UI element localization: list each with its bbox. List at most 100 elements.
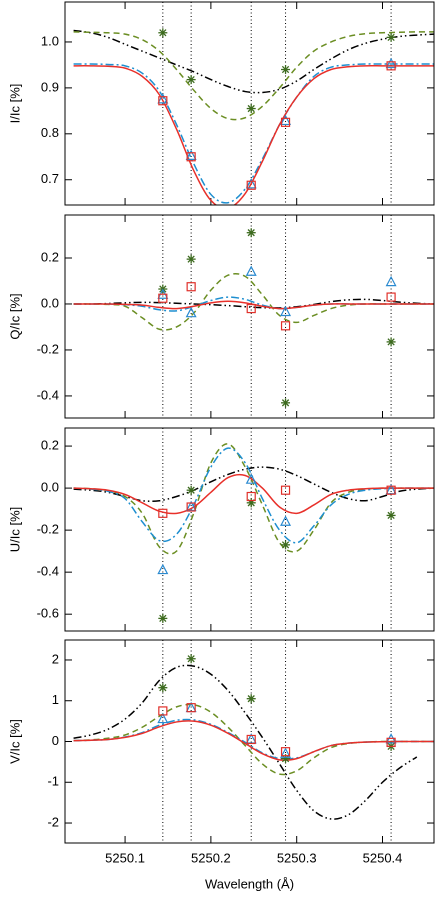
asterisk-marker (386, 510, 396, 520)
curve (73, 443, 434, 555)
y-tick-label: 0 (52, 733, 59, 748)
x-tick-label: 5250.2 (191, 850, 231, 865)
y-tick-label: 0.0 (41, 480, 59, 495)
y-tick-label: 0.0 (41, 295, 59, 310)
asterisk-marker (246, 228, 256, 238)
asterisk-stroke (187, 75, 195, 84)
triangle-marker (385, 275, 397, 287)
asterisk-marker (386, 337, 396, 347)
triangle-marker (185, 149, 197, 160)
triangle-marker (280, 114, 292, 126)
y-tick-label: -1 (47, 774, 59, 789)
square-marker (280, 747, 291, 757)
y-tick-label: -2 (47, 814, 59, 829)
y-tick-label: 0.2 (41, 438, 59, 453)
y-tick-label: 2 (52, 651, 59, 666)
asterisk-stroke (247, 695, 255, 703)
asterisk-stroke (387, 33, 395, 42)
square-marker (280, 321, 291, 331)
asterisk-stroke (159, 29, 167, 37)
plot-frame (64, 639, 435, 844)
curve (73, 29, 434, 94)
square-marker (186, 152, 196, 162)
asterisk-marker (246, 104, 256, 114)
plot-frame (64, 427, 435, 632)
y-tick-label: -0.2 (37, 522, 59, 537)
triangle-marker (157, 712, 169, 724)
asterisk-marker (281, 540, 291, 550)
triangle-marker (280, 515, 292, 526)
asterisk-marker (158, 683, 168, 693)
triangle-marker (245, 178, 257, 189)
asterisk-stroke (281, 65, 290, 74)
curve (73, 720, 434, 761)
square-marker (186, 282, 196, 292)
triangle-marker (385, 57, 397, 69)
triangle-marker (157, 563, 169, 575)
asterisk-stroke (281, 399, 290, 407)
square-marker (158, 706, 168, 716)
panel: 0.2 0.0 -0.2 -0.4 -0.6 U/Ic [%] (7, 427, 435, 632)
triangle-marker (280, 747, 292, 758)
asterisk-stroke (159, 614, 167, 623)
square-marker (186, 703, 196, 713)
triangle-marker (157, 93, 169, 104)
square-marker (246, 734, 256, 745)
asterisk-marker (186, 654, 196, 664)
asterisk-stroke (187, 655, 195, 663)
x-tick-label: 5250.1 (105, 850, 145, 865)
plot-frame (64, 214, 435, 419)
panel: 0.7 0.8 0.9 1.0 I/Ic [%] (7, 1, 435, 206)
square-marker (386, 292, 396, 302)
asterisk-marker (281, 398, 291, 408)
asterisk-stroke (387, 338, 395, 346)
asterisk-stroke (187, 255, 195, 263)
asterisk-marker (186, 75, 196, 85)
square-marker (386, 61, 396, 71)
y-axis-label: V/Ic [%] (7, 719, 22, 764)
square-marker (280, 485, 291, 495)
asterisk-stroke (281, 541, 290, 549)
triangle-marker (185, 306, 197, 318)
asterisk-marker (246, 498, 256, 508)
triangle-marker (245, 265, 257, 276)
y-tick-label: 1.0 (41, 33, 59, 48)
y-tick-label: 0.8 (41, 125, 59, 140)
asterisk-marker (158, 613, 168, 623)
asterisk-marker (186, 254, 196, 264)
asterisk-stroke (187, 486, 195, 494)
square-marker (158, 508, 168, 518)
square-marker (280, 117, 291, 127)
panel: 0.2 0.0 -0.2 -0.4 Q/Ic [%] (7, 214, 435, 419)
asterisk-marker (246, 694, 256, 704)
panel: 2 1 0 -1 -2 5250.1 5250.2 5250.3 5250.4 V/Ic [%] W… (7, 639, 435, 891)
curve (73, 298, 434, 309)
square-marker (246, 303, 256, 314)
asterisk-stroke (159, 684, 167, 692)
asterisk-stroke (247, 229, 255, 237)
y-tick-label: 0.7 (41, 171, 59, 186)
y-tick-label: -0.4 (37, 387, 59, 402)
x-tick-label: 5250.4 (363, 850, 403, 865)
asterisk-marker (158, 28, 168, 38)
plot-frame (64, 1, 435, 206)
curve (73, 31, 434, 121)
asterisk-marker (386, 32, 396, 42)
asterisk-marker (186, 485, 196, 495)
square-marker (386, 485, 396, 495)
x-tick-label: 5250.3 (277, 850, 317, 865)
curve (73, 63, 434, 204)
asterisk-marker (281, 65, 291, 75)
triangle-marker (245, 473, 257, 484)
square-marker (246, 491, 256, 502)
square-marker (158, 293, 168, 303)
y-tick-label: 0.9 (41, 79, 59, 94)
y-tick-label: 0.2 (41, 249, 59, 264)
y-axis-label: I/Ic [%] (7, 84, 22, 124)
curve (73, 664, 418, 820)
curve (73, 65, 434, 205)
square-marker (246, 180, 256, 190)
square-marker (386, 737, 396, 747)
y-axis-label: U/Ic [%] (7, 507, 22, 553)
